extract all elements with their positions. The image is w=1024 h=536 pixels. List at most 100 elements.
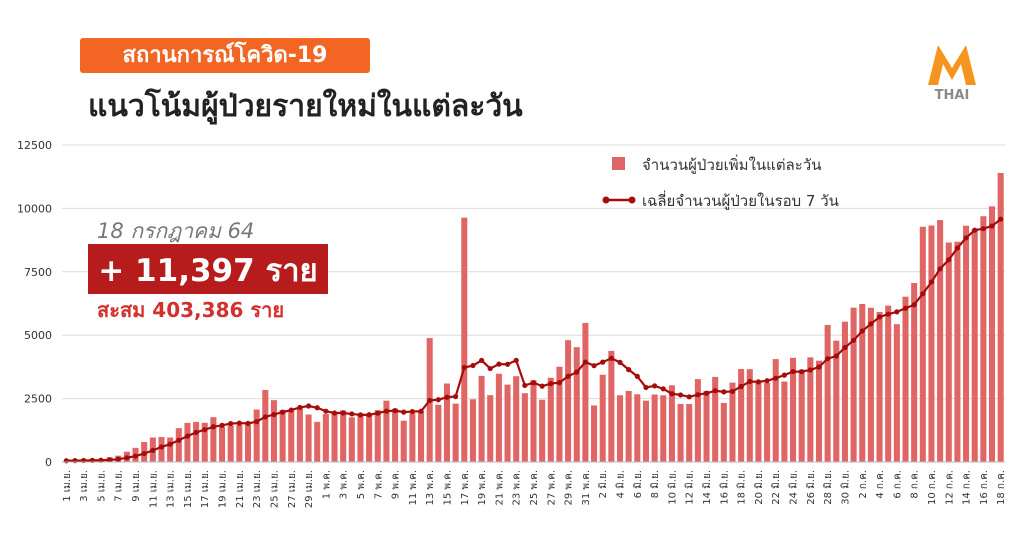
line-point <box>755 379 762 385</box>
bar <box>625 390 632 462</box>
title-box <box>80 38 370 73</box>
bar <box>651 394 658 462</box>
line-point <box>652 383 658 389</box>
line-point <box>288 407 294 413</box>
line-point <box>435 397 441 403</box>
line-point <box>271 411 277 418</box>
bar <box>236 425 243 462</box>
line-point <box>634 373 640 379</box>
x-tick-label: 23 เม.ย. <box>252 470 263 508</box>
x-tick-label: 29 เม.ย. <box>304 470 315 508</box>
x-tick-label: 19 พ.ค. <box>477 470 488 506</box>
x-tick-label: 25 พ.ค. <box>529 470 540 506</box>
bar <box>928 225 935 462</box>
x-tick-label: 30 มิ.ย. <box>840 470 851 505</box>
line-point <box>729 388 736 395</box>
y-tick-label: 0 <box>45 456 52 469</box>
x-tick-label: 5 พ.ค. <box>356 470 367 499</box>
bar <box>547 377 554 462</box>
line-point <box>738 383 744 390</box>
line-point <box>937 266 943 272</box>
line-point <box>210 424 216 430</box>
line-point <box>660 386 666 392</box>
bar <box>703 390 710 462</box>
bar <box>383 400 390 462</box>
line-point <box>453 393 459 400</box>
bar <box>227 425 234 462</box>
line-point <box>608 355 614 361</box>
x-tick-label: 2 มิ.ย. <box>598 470 609 498</box>
line-point <box>851 337 857 343</box>
y-tick-label: 7500 <box>24 266 52 279</box>
bar <box>435 404 442 462</box>
bar <box>565 340 572 462</box>
line-point <box>427 397 433 404</box>
line-point <box>478 357 485 364</box>
line-point <box>487 365 493 372</box>
line-point <box>470 362 476 369</box>
line-point <box>617 359 623 365</box>
line-point <box>989 223 995 229</box>
line-point <box>522 382 528 389</box>
bar <box>487 395 494 462</box>
line-point <box>409 408 415 415</box>
line-point <box>712 388 718 394</box>
line-point <box>357 412 364 418</box>
x-tick-label: 14 มิ.ย. <box>702 470 713 505</box>
bar <box>322 414 329 462</box>
x-tick-label: 9 เม.ย. <box>131 470 142 502</box>
legend-swatch-dot <box>602 196 610 204</box>
line-point <box>331 410 338 416</box>
line-point <box>323 408 329 414</box>
line-point <box>574 369 580 375</box>
x-tick-label: 23 พ.ค. <box>512 470 523 506</box>
bar <box>296 406 303 462</box>
bar <box>599 374 606 462</box>
bar <box>175 428 182 462</box>
x-tick-label: 31 พ.ค. <box>581 470 592 506</box>
x-tick-label: 14 ก.ค. <box>962 470 973 505</box>
bar <box>937 220 944 462</box>
bar <box>824 324 831 462</box>
x-tick-label: 7 เม.ย. <box>114 470 125 502</box>
line-point <box>167 441 173 447</box>
line-point <box>141 450 147 457</box>
line-point <box>816 364 822 370</box>
bar <box>971 229 978 462</box>
bar <box>521 393 528 462</box>
line-point <box>245 420 251 427</box>
line-point <box>703 390 710 396</box>
bar <box>634 394 641 462</box>
bar <box>262 390 269 462</box>
bar <box>279 410 286 462</box>
bar <box>790 357 797 462</box>
line-point <box>825 356 831 362</box>
line-point <box>677 392 684 398</box>
x-tick-label: 4 มิ.ย. <box>616 470 627 498</box>
x-tick-label: 12 ก.ค. <box>944 470 955 505</box>
x-tick-label: 11 เม.ย. <box>148 470 159 508</box>
line-point <box>859 328 865 334</box>
line-point <box>781 372 787 378</box>
line-point <box>582 359 589 365</box>
x-tick-label: 28 มิ.ย. <box>823 470 834 505</box>
line-point <box>461 364 467 371</box>
bar <box>876 311 883 462</box>
line-point <box>444 394 450 400</box>
bar <box>193 421 200 462</box>
bar <box>945 242 952 462</box>
line-point <box>496 361 502 367</box>
bar <box>919 226 926 462</box>
bar <box>902 296 909 462</box>
bar <box>184 422 191 462</box>
x-tick-label: 8 ก.ค. <box>910 470 921 499</box>
bar <box>668 385 675 462</box>
x-tick-label: 8 มิ.ย. <box>650 470 661 498</box>
line-point <box>669 391 675 397</box>
x-tick-label: 16 ก.ค. <box>979 470 990 505</box>
line-point <box>254 419 260 425</box>
line-point <box>297 404 303 411</box>
bar <box>513 376 520 462</box>
bar <box>288 410 295 462</box>
